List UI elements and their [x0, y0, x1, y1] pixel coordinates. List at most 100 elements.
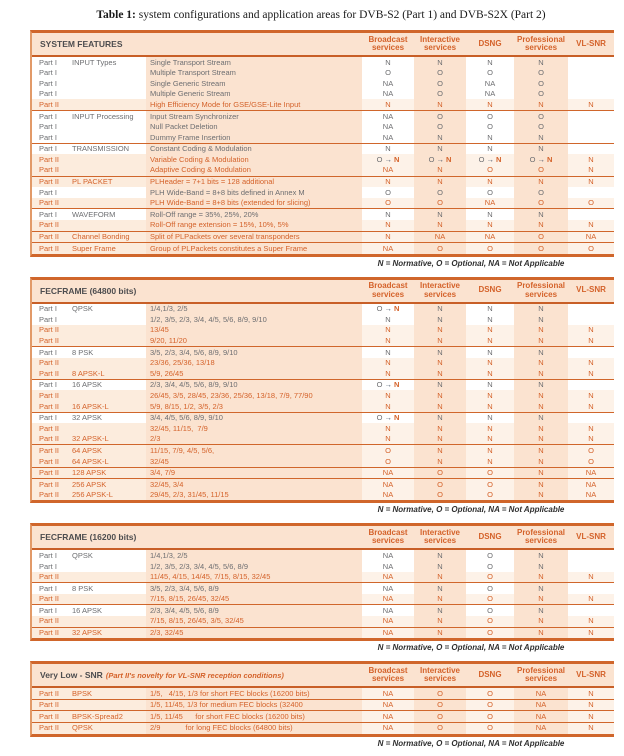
value-cell: N — [514, 627, 568, 639]
value-cell: O — [514, 231, 568, 243]
value-new: N — [393, 154, 400, 164]
value-cell: O → N — [466, 154, 514, 165]
value-cell: O → N — [362, 380, 414, 391]
table-section-title: FECFRAME (64800 bits) — [32, 280, 362, 302]
description-cell: Single Generic Stream — [146, 78, 362, 89]
column-header: Broadcast services — [368, 527, 408, 546]
part-cell: Part I — [39, 122, 57, 132]
value-cell: N — [414, 605, 466, 616]
description-cell: 1/5, 11/45, 1/3 for medium FEC blocks (3… — [146, 699, 362, 711]
table-row: Part I Null Packet Deletion NA O O O — [32, 121, 614, 133]
part-cell: Part II — [32, 445, 68, 456]
part-cell: Part II — [32, 401, 68, 412]
value-cell: NA — [382, 583, 394, 593]
column-header: VL-SNR — [576, 285, 606, 295]
category-cell — [68, 699, 146, 711]
value-cell: NA — [362, 711, 414, 722]
table-section: FECFRAME (16200 bits) Broadcast services I… — [30, 523, 614, 642]
category-cell: 8 PSK — [72, 583, 94, 593]
value-cell: O — [414, 88, 466, 100]
table-section: SYSTEM FEATURES Broadcast services Interac… — [30, 30, 614, 257]
arrow-right-icon: → — [384, 413, 392, 423]
value-cell: O — [466, 615, 514, 627]
value-cell: N — [362, 176, 414, 188]
value-cell: N — [466, 176, 514, 188]
part-cell: Part I — [39, 583, 57, 593]
value-cell — [568, 78, 614, 89]
table-row: Part II 16 APSK-L 5/9, 8/15, 1/2, 3/5, 2/3… — [32, 401, 614, 413]
value-cell: N — [362, 219, 414, 231]
category-cell: 64 APSK-L — [68, 456, 146, 467]
value-cell: N — [568, 615, 614, 627]
description-cell: 1/4,1/3, 2/5 — [146, 550, 362, 561]
value-cell: N — [414, 335, 466, 347]
part-cell: Part II — [32, 99, 68, 110]
description-cell: 3/5, 2/3, 3/4, 5/6, 8/9, 9/10 — [146, 347, 362, 358]
description-cell: 11/15, 7/9, 4/5, 5/6, — [146, 445, 362, 456]
part-cell: Part I — [39, 57, 57, 67]
value-new: N — [393, 304, 400, 314]
description-cell: 32/45, 3/4 — [146, 479, 362, 490]
value-cell: O — [466, 467, 514, 479]
category-cell: QPSK — [72, 304, 93, 314]
value-cell: N — [466, 99, 514, 110]
value-cell: N — [514, 445, 568, 456]
column-header: Professional services — [516, 527, 565, 546]
part-cell: Part II — [32, 164, 68, 176]
value-cell: N — [514, 324, 568, 336]
value-cell: O — [466, 711, 514, 722]
table-caption-prefix: Table 1: — [96, 9, 136, 21]
description-cell: 7/15, 8/15, 26/45, 32/45 — [146, 593, 362, 605]
value-cell: N — [466, 368, 514, 379]
value-cell: O — [414, 479, 466, 490]
value-cell: NA — [514, 699, 568, 711]
arrow-right-icon: → — [436, 154, 444, 164]
table-row: Part II 256 APSK-L 29/45, 2/3, 31/45, 11/1… — [32, 489, 614, 501]
value-cell: O — [487, 111, 493, 121]
value-cell: N — [514, 132, 568, 143]
table-row: Part I 16 APSK 2/3, 3/4, 4/5, 5/6, 8/9, 9/… — [32, 379, 614, 391]
value-cell: N — [414, 132, 466, 143]
table-row: Part II Super Frame Group of PLPackets con… — [32, 243, 614, 254]
value-cell: N — [414, 593, 466, 605]
value-cell: N — [466, 390, 514, 402]
value-cell: N — [414, 314, 466, 325]
table-section-title-note: (Part II's novelty for VL-SNR reception … — [105, 670, 284, 680]
table-row: Part II 64 APSK 11/15, 7/9, 4/5, 5/6, O N N N O — [32, 445, 614, 456]
part-cell: Part I — [39, 347, 57, 357]
value-cell: N — [487, 144, 493, 154]
value-cell — [568, 605, 614, 616]
category-cell — [68, 357, 146, 369]
value-cell: NA — [514, 722, 568, 734]
value-cell: N — [568, 164, 614, 176]
part-cell: Part II — [32, 615, 68, 627]
category-cell: 32 APSK — [68, 627, 146, 639]
category-cell: PL PACKET — [68, 176, 146, 188]
column-header: VL-SNR — [576, 669, 606, 679]
description-cell: 3/5, 2/3, 3/4, 5/6, 8/9 — [146, 583, 362, 594]
description-cell: Single Transport Stream — [146, 57, 362, 68]
part-cell: Part I — [39, 132, 57, 142]
value-cell: N — [466, 401, 514, 412]
value-cell: O — [568, 243, 614, 254]
table-section-title-text: Very Low - SNR — [40, 670, 103, 681]
part-cell: Part I — [39, 78, 57, 88]
value-cell: O — [466, 489, 514, 501]
category-cell — [68, 615, 146, 627]
category-cell — [68, 132, 146, 143]
value-cell — [568, 57, 614, 68]
column-header: Interactive services — [419, 665, 461, 684]
value-cell: N — [514, 550, 568, 561]
part-cell: Part II — [32, 433, 68, 445]
value-cell: N — [414, 550, 466, 561]
value-cell: O — [487, 122, 493, 132]
value-cell: N — [487, 314, 493, 324]
value-cell: O — [466, 722, 514, 734]
value-cell: O → N — [514, 154, 568, 165]
value-cell: N — [514, 347, 568, 358]
description-cell: Roll-Off range = 35%, 25%, 20% — [146, 209, 362, 220]
value-cell: N — [362, 423, 414, 434]
description-cell: 2/3, 32/45 — [146, 627, 362, 639]
value-cell: NA — [568, 231, 614, 243]
